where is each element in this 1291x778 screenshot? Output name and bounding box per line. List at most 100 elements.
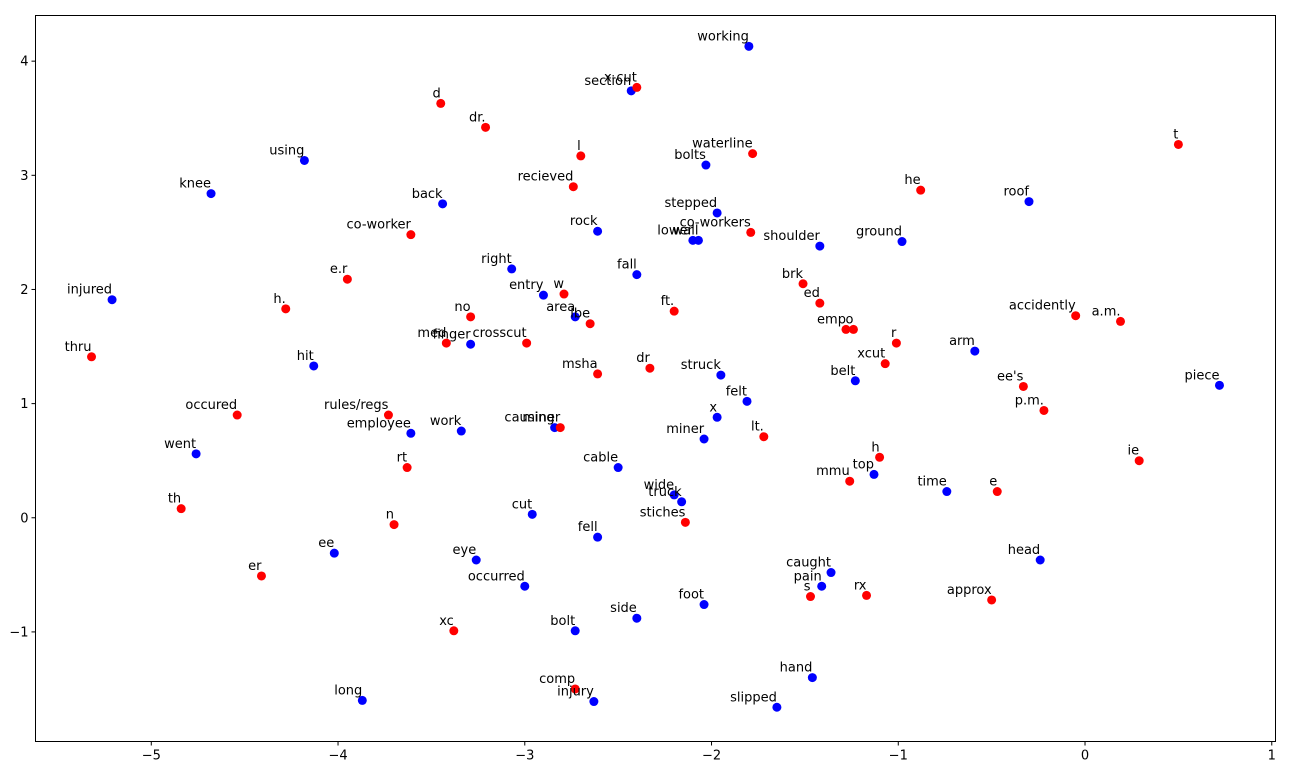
scatter-point [992, 487, 1002, 497]
point-label: a.m. [1092, 304, 1121, 319]
point-label: r [891, 326, 897, 341]
scatter-point [970, 346, 980, 356]
point-label: finger [433, 327, 472, 342]
scatter-point [191, 449, 201, 459]
point-label: lbe [570, 307, 590, 322]
point-label: rock [570, 214, 598, 229]
scatter-point [1214, 380, 1224, 390]
point-label: miner [522, 411, 561, 426]
scatter-point [987, 595, 997, 605]
scatter-point [585, 319, 595, 329]
point-label: co-worker [346, 218, 411, 233]
scatter-point [806, 592, 815, 602]
scatter-point [520, 581, 530, 591]
point-label: bolt [550, 614, 575, 629]
point-label: rules/regs [324, 398, 389, 413]
point-label: working [697, 29, 749, 44]
point-label: belt [830, 364, 855, 379]
scatter-point [176, 504, 186, 514]
scatter-point [699, 434, 709, 444]
point-label: mmu [816, 464, 850, 479]
point-label: emp [817, 312, 846, 327]
point-label: ground [856, 225, 902, 240]
scatter-point [538, 290, 548, 300]
scatter-point [772, 702, 782, 712]
x-tick-label: −4 [328, 749, 347, 764]
y-axis: −1 0 1 2 3 4 [9, 55, 36, 640]
point-label: ft. [661, 294, 675, 309]
point-label: ee's [997, 369, 1024, 384]
point-label: n [386, 508, 394, 523]
scatter-point [699, 600, 709, 610]
x-tick-label: 0 [1081, 749, 1089, 764]
scatter-point [744, 41, 754, 51]
scatter-point [87, 352, 97, 362]
scatter-point [593, 369, 603, 379]
x-tick-label: −3 [515, 749, 534, 764]
scatter-point [522, 338, 532, 348]
point-label: bolts [674, 148, 706, 163]
scatter-point [841, 324, 851, 334]
point-label: piece [1184, 368, 1219, 383]
scatter-point [875, 452, 885, 462]
scatter-point [466, 339, 476, 349]
scatter-point [632, 82, 642, 92]
scatter-point [449, 626, 459, 636]
scatter-point [712, 412, 722, 422]
point-label: long [334, 683, 362, 698]
point-label: stepped [665, 196, 718, 211]
point-label: went [164, 437, 196, 452]
point-label: hand [780, 661, 813, 676]
point-label: fall [617, 258, 637, 273]
scatter-point [342, 274, 352, 284]
point-label: cut [512, 497, 532, 512]
point-label: injury [557, 685, 594, 700]
y-tick-label: 1 [20, 397, 28, 412]
point-label: foot [678, 588, 704, 603]
point-label: side [610, 601, 637, 616]
point-label: slipped [730, 690, 777, 705]
point-label: e [989, 475, 997, 490]
scatter-point [593, 532, 603, 542]
y-tick-label: 0 [20, 511, 28, 526]
point-label: d [432, 86, 440, 101]
scatter-point [568, 182, 578, 192]
scatter-point [406, 428, 416, 438]
point-label: rx [854, 578, 867, 593]
point-label: ed [804, 286, 820, 301]
point-label: crosscut [472, 326, 526, 341]
point-label: rt [397, 451, 407, 466]
scatter-point [798, 279, 808, 289]
scatter-point [281, 304, 291, 314]
scatter-point [555, 423, 565, 433]
point-label: top [853, 457, 874, 472]
scatter-point [570, 684, 580, 694]
scatter-point [389, 520, 399, 530]
scatter-point [1134, 456, 1144, 466]
point-label: hit [297, 349, 314, 364]
x-tick-label: −5 [142, 749, 161, 764]
point-label: e.r [330, 262, 348, 277]
point-label: occurred [468, 569, 525, 584]
scatter-point [481, 122, 491, 132]
scatter-point [645, 363, 655, 373]
scatter-point [570, 312, 580, 322]
scatter-point [1035, 555, 1045, 565]
point-label: using [269, 143, 304, 158]
scatter-point [632, 270, 642, 280]
scatter-point [826, 568, 836, 578]
point-label: wall [673, 223, 699, 238]
point-label: roof [1003, 185, 1029, 200]
scatter-point [815, 241, 825, 251]
scatter-point [1173, 139, 1183, 149]
scatter-point [817, 581, 827, 591]
point-label: injured [67, 283, 112, 298]
point-label: dr. [469, 110, 486, 125]
x-axis: −5 −4 −3 −2 −1 0 1 [142, 741, 1276, 764]
scatter-point [527, 509, 537, 519]
scatter-point [669, 306, 679, 316]
point-label: arm [949, 334, 975, 349]
point-label: s [804, 580, 811, 595]
scatter-point [406, 230, 416, 240]
scatter-point [632, 613, 642, 623]
